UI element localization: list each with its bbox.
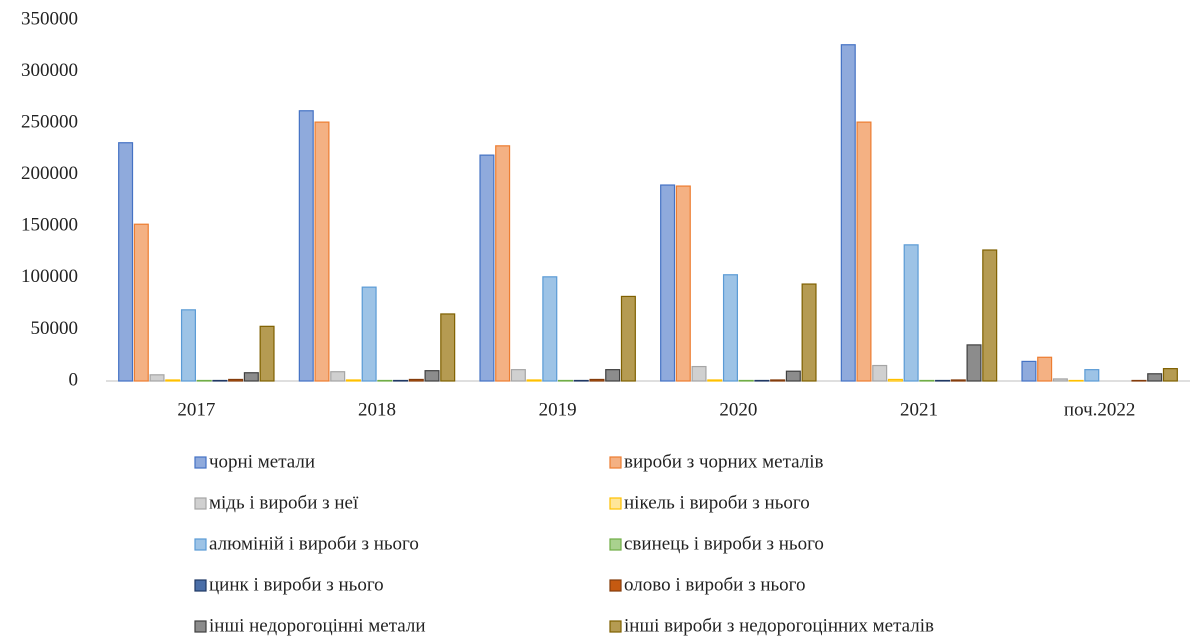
bar xyxy=(133,223,149,382)
bar xyxy=(298,110,314,382)
x-tick-label: 2021 xyxy=(900,399,938,420)
bar xyxy=(966,344,982,382)
bar xyxy=(722,274,738,382)
y-tick-label: 150000 xyxy=(21,215,78,236)
bar xyxy=(259,325,275,382)
bar xyxy=(982,249,998,382)
bar xyxy=(377,379,393,382)
legend-swatch xyxy=(609,497,622,510)
legend-label: цинк і вироби з нього xyxy=(209,574,384,595)
bar xyxy=(510,369,526,382)
bar xyxy=(558,379,574,382)
bar xyxy=(1068,379,1084,382)
bar xyxy=(495,145,511,382)
y-tick-label: 300000 xyxy=(21,60,78,81)
bar xyxy=(1084,369,1100,382)
legend-swatch xyxy=(194,620,207,633)
bar xyxy=(589,378,605,382)
bar xyxy=(887,378,903,382)
bar xyxy=(479,154,495,382)
y-tick-label: 100000 xyxy=(21,266,78,287)
y-tick-label: 250000 xyxy=(21,112,78,133)
bar xyxy=(228,378,244,382)
legend-label: свинець і вироби з нього xyxy=(624,533,824,554)
legend-label: інші вироби з недорогоцінних металів xyxy=(624,615,934,636)
bar xyxy=(424,370,440,382)
bar xyxy=(408,378,424,382)
bar xyxy=(1021,360,1037,382)
bar xyxy=(903,244,919,382)
bar xyxy=(707,379,723,382)
bar xyxy=(196,379,212,382)
bar xyxy=(919,379,935,382)
bar xyxy=(165,379,181,382)
bar xyxy=(691,365,707,382)
legend-label: інші недорогоцінні метали xyxy=(209,615,426,636)
legend-label: нікель і вироби з нього xyxy=(624,492,810,513)
y-tick-label: 0 xyxy=(69,369,79,390)
bar xyxy=(605,369,621,382)
x-tick-label: 2019 xyxy=(539,399,577,420)
legend-label: алюміній і вироби з нього xyxy=(209,533,419,554)
bar xyxy=(1037,356,1053,382)
x-tick-label: поч.2022 xyxy=(1064,399,1135,420)
y-tick-label: 50000 xyxy=(31,318,79,339)
legend-swatch xyxy=(609,579,622,592)
bar xyxy=(801,283,817,382)
x-tick-label: 2017 xyxy=(177,399,215,420)
x-tick-label: 2020 xyxy=(719,399,757,420)
bar xyxy=(770,379,786,382)
y-tick-label: 350000 xyxy=(21,8,78,29)
bar xyxy=(950,379,966,382)
bar xyxy=(149,374,165,382)
bar xyxy=(118,142,134,382)
bar xyxy=(440,313,456,382)
x-tick-label: 2018 xyxy=(358,399,396,420)
bar xyxy=(675,185,691,382)
bar xyxy=(243,372,259,382)
bar xyxy=(314,121,330,382)
legend-label: чорні метали xyxy=(209,451,315,472)
legend-swatch xyxy=(194,579,207,592)
bar xyxy=(1131,379,1147,382)
legend-swatch xyxy=(609,538,622,551)
legend-swatch xyxy=(194,538,207,551)
bar xyxy=(1052,378,1068,382)
legend-swatch xyxy=(194,497,207,510)
bar xyxy=(785,370,801,382)
bar xyxy=(660,184,676,382)
bar xyxy=(393,379,409,382)
bar xyxy=(330,371,346,382)
bar xyxy=(872,364,888,382)
bar xyxy=(840,44,856,382)
bar xyxy=(180,309,196,382)
bar xyxy=(542,276,558,382)
legend-label: мідь і вироби з неї xyxy=(209,492,359,513)
bar xyxy=(345,379,361,382)
legend-label: олово і вироби з нього xyxy=(624,574,805,595)
y-tick-label: 200000 xyxy=(21,163,78,184)
bar xyxy=(1162,368,1178,382)
bar xyxy=(620,295,636,382)
legend-label: вироби з чорних металів xyxy=(624,451,823,472)
bar xyxy=(361,286,377,382)
legend-swatch xyxy=(194,456,207,469)
bar xyxy=(754,379,770,382)
bar xyxy=(738,379,754,382)
bar xyxy=(573,379,589,382)
bar xyxy=(212,379,228,382)
bar xyxy=(935,379,951,382)
legend-swatch xyxy=(609,456,622,469)
bar xyxy=(1147,373,1163,382)
bar xyxy=(526,379,542,382)
legend-swatch xyxy=(609,620,622,633)
bar xyxy=(856,121,872,382)
